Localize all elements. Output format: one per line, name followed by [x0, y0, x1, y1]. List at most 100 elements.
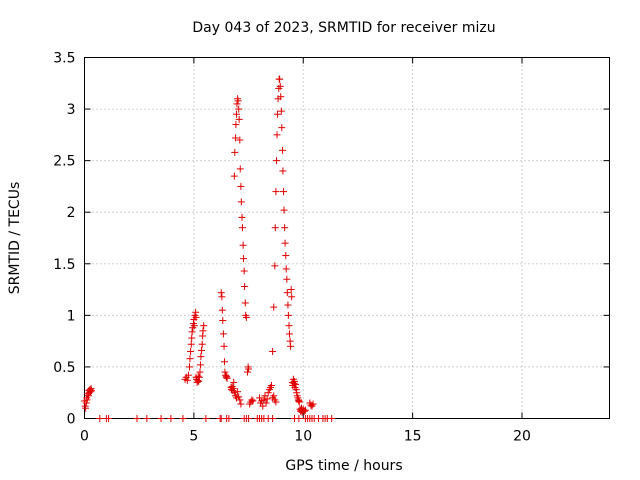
data-point: [196, 368, 204, 376]
data-point: [270, 303, 278, 311]
y-tick-label: 1: [67, 308, 76, 324]
data-point: [218, 293, 226, 301]
data-point: [198, 346, 206, 354]
data-point: [219, 317, 227, 325]
data-point: [236, 165, 244, 173]
data-point: [179, 415, 187, 422]
data-point: [278, 146, 286, 154]
data-point: [295, 398, 303, 406]
plot-frame: [84, 57, 610, 419]
data-point: [230, 172, 238, 180]
chart-title: Day 043 of 2023, SRMTID for receiver miz…: [192, 20, 495, 36]
data-point: [229, 385, 237, 393]
data-point: [269, 415, 277, 422]
data-point: [197, 353, 205, 361]
data-point: [233, 100, 241, 108]
data-point: [241, 282, 249, 290]
data-point: [268, 381, 276, 389]
data-point: [262, 399, 270, 407]
data-point: [277, 93, 285, 101]
data-point: [88, 387, 95, 395]
data-point: [279, 167, 287, 175]
data-point: [233, 110, 241, 118]
x-tick-label: 20: [513, 429, 531, 445]
tick-layer: 0 0.5 1 1.5 2 2.5 3 3.5 0 5 10 15 20: [53, 51, 610, 445]
data-point: [271, 224, 279, 232]
data-point: [276, 82, 284, 90]
data-point: [285, 322, 293, 330]
data-point: [157, 415, 165, 422]
data-point: [292, 380, 300, 388]
data-point: [237, 198, 245, 206]
data-point: [282, 265, 290, 273]
x-tick-label: 5: [189, 429, 198, 445]
data-point: [282, 252, 290, 260]
data-point: [270, 392, 278, 400]
data-point: [237, 400, 245, 408]
y-tick-label: 3.5: [53, 51, 75, 67]
data-point: [230, 378, 238, 386]
data-point: [237, 182, 245, 190]
data-point: [277, 107, 285, 115]
data-point: [196, 361, 204, 369]
data-point: [82, 404, 90, 412]
data-point: [236, 136, 244, 144]
y-tick-label: 2.5: [53, 154, 75, 170]
grid-layer: [84, 57, 610, 419]
data-point: [280, 188, 288, 196]
data-point: [223, 374, 231, 382]
data-point: [281, 239, 289, 247]
data-point: [300, 407, 308, 415]
data-point: [287, 286, 295, 294]
data-point: [242, 313, 250, 321]
data-point: [230, 389, 238, 397]
data-point: [187, 340, 195, 348]
data-point: [231, 148, 239, 156]
data-point: [249, 397, 257, 405]
data-point: [291, 377, 298, 385]
data-point: [234, 97, 242, 105]
data-point: [273, 110, 281, 118]
data-point: [248, 396, 256, 404]
data-point: [238, 213, 246, 221]
data-point: [241, 299, 249, 307]
data-point: [285, 330, 293, 338]
y-tick-label: 3: [67, 102, 76, 118]
y-tick-label: 2: [67, 205, 76, 221]
data-point: [190, 322, 198, 330]
data-point: [272, 188, 280, 196]
points-layer: [81, 75, 336, 422]
data-point: [283, 289, 291, 297]
data-point: [283, 275, 291, 283]
data-point: [221, 368, 229, 376]
data-point: [287, 342, 295, 350]
data-point: [264, 389, 272, 397]
data-point: [240, 267, 248, 275]
data-point: [195, 377, 203, 385]
data-point: [271, 262, 279, 270]
data-point: [276, 75, 284, 83]
data-point: [238, 224, 246, 232]
data-point: [221, 358, 228, 366]
data-point: [192, 313, 200, 321]
data-point: [245, 415, 253, 422]
data-point: [228, 386, 235, 394]
x-tick-label: 15: [404, 429, 422, 445]
data-point: [301, 406, 309, 414]
data-point: [143, 415, 151, 422]
data-point: [232, 121, 240, 129]
data-point: [200, 322, 208, 330]
data-point: [284, 311, 292, 319]
data-point: [284, 301, 292, 309]
data-point: [245, 365, 253, 373]
data-point: [188, 328, 196, 336]
data-point: [234, 388, 242, 396]
data-point: [235, 105, 243, 113]
data-point: [188, 334, 196, 342]
data-point: [202, 415, 210, 422]
data-point: [105, 415, 113, 422]
data-point: [187, 347, 195, 355]
data-point: [269, 347, 277, 355]
data-point: [295, 415, 303, 422]
